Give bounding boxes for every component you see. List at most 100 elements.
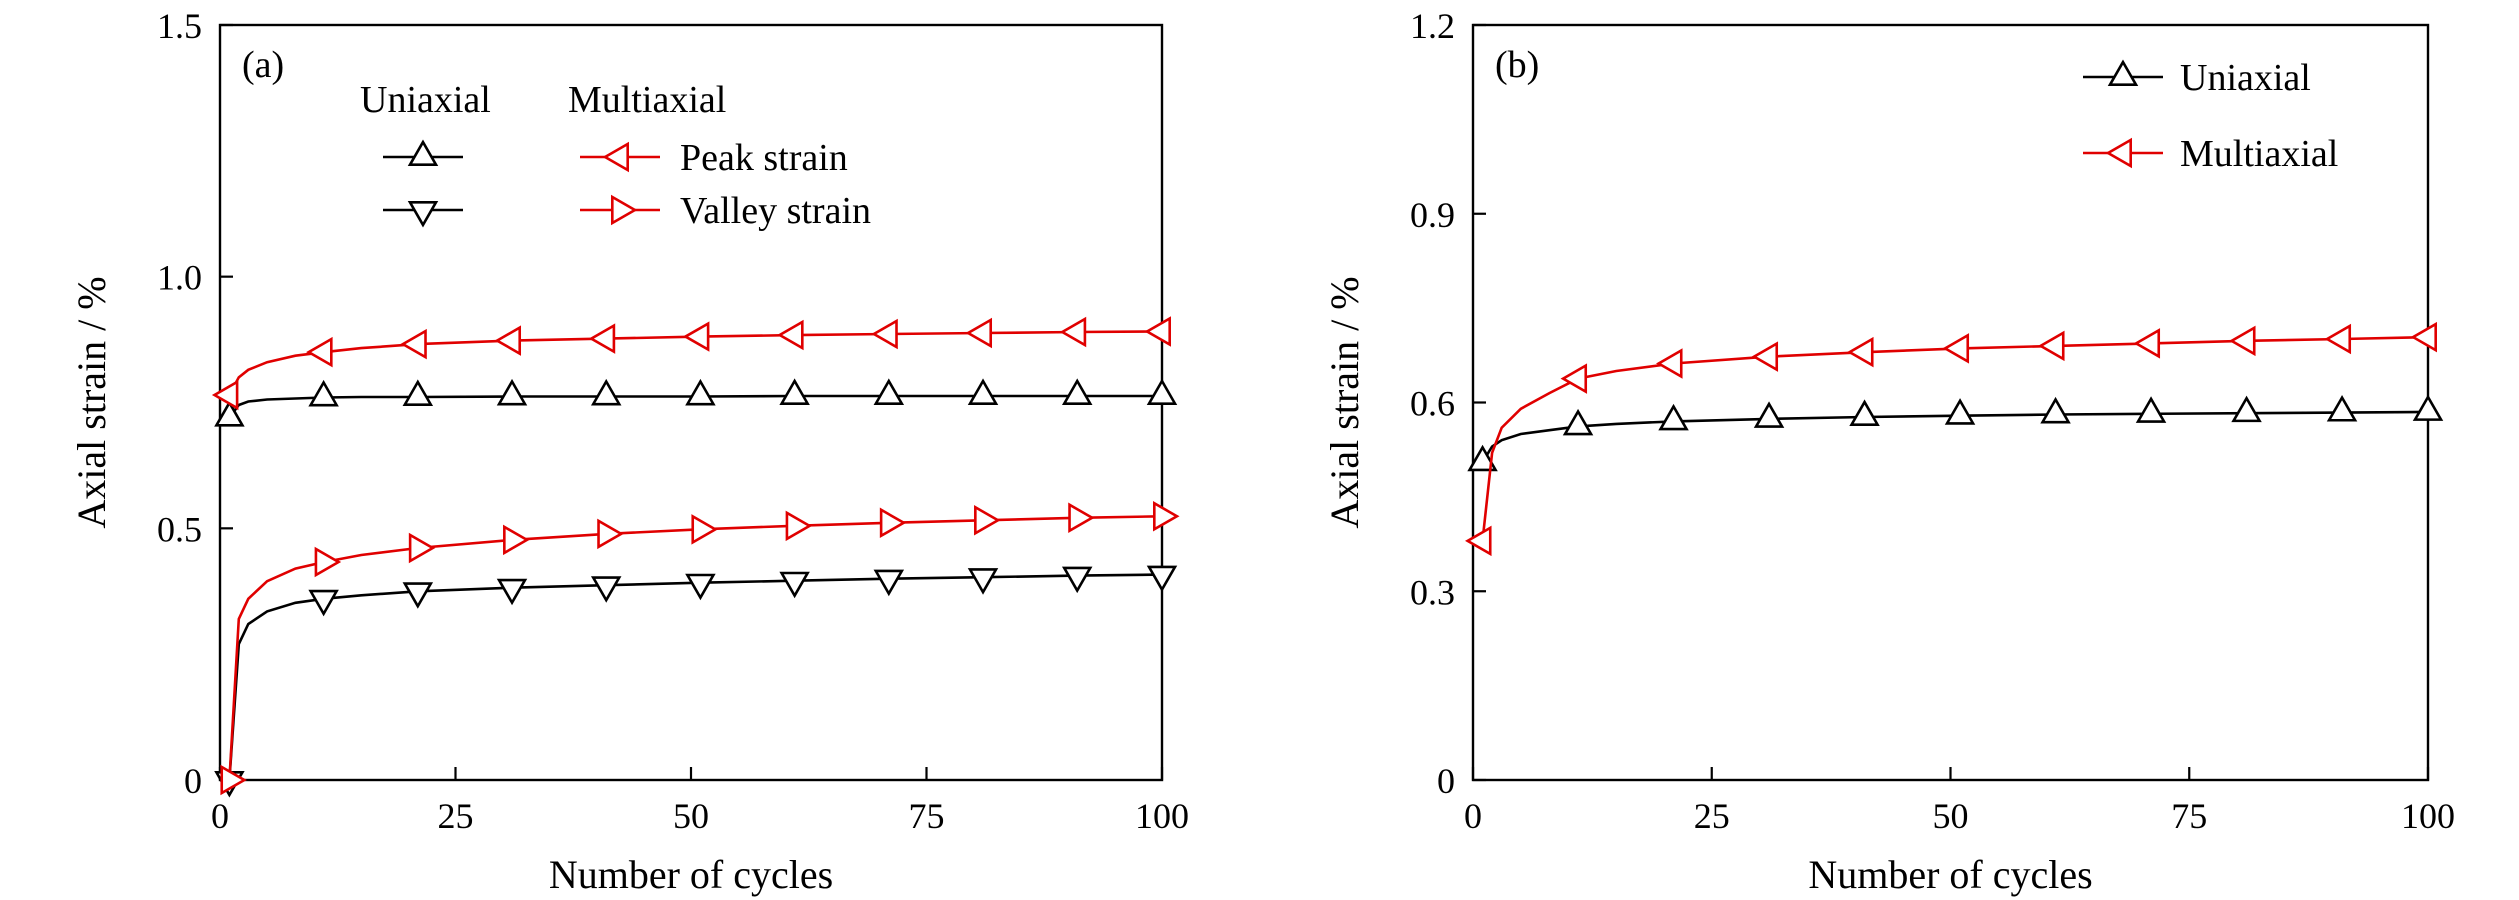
data-point [211, 379, 239, 411]
data-point [1059, 316, 1087, 348]
y-tick-label: 0.5 [157, 509, 202, 549]
legend: Uniaxial Multiaxial Peak strain Valley stra… [360, 79, 871, 232]
y-tick-label: 1.2 [1410, 6, 1455, 46]
data-point [1146, 565, 1178, 593]
data-point [871, 318, 898, 350]
series-line [228, 573, 1163, 781]
x-tick-label: 100 [1135, 796, 1189, 836]
x-axis-title: Number of cycles [1808, 852, 2092, 897]
data-point [785, 510, 813, 542]
data-point [879, 507, 907, 539]
y-tick-label: 0.6 [1410, 384, 1455, 424]
data-point [1658, 403, 1689, 431]
data-point [967, 568, 999, 595]
data-point [1061, 378, 1093, 405]
y-tick-label: 0.9 [1410, 195, 1455, 235]
series-line [228, 330, 1163, 396]
data-point [685, 378, 716, 406]
series-line [1481, 335, 2429, 542]
series-1 [214, 565, 1178, 798]
legend-label: Valley strain [680, 190, 871, 232]
data-point [1467, 444, 1498, 472]
data-point [1944, 398, 1976, 425]
data-point [1751, 341, 1779, 372]
legend-header-uniaxial: Uniaxial [360, 79, 491, 121]
legend-marker [2107, 59, 2139, 86]
data-point [220, 764, 247, 796]
data-point [777, 319, 804, 351]
y-tick-label: 0 [1437, 761, 1455, 801]
data-point [1753, 401, 1785, 428]
x-tick-label: 100 [2401, 796, 2455, 836]
y-tick-label: 0 [184, 761, 202, 801]
data-point [779, 571, 810, 599]
data-point [967, 378, 999, 405]
data-point [1847, 336, 1874, 368]
x-tick-label: 75 [2171, 796, 2207, 836]
data-point [1061, 566, 1093, 594]
data-point [2229, 325, 2256, 357]
data-point [2038, 330, 2065, 362]
data-point [306, 336, 333, 368]
data-point [308, 379, 339, 407]
legend-marker [407, 201, 439, 228]
panel-a: 0 25 50 75 100 0 0.5 1.0 1.5 Number of cycles Axia… [69, 6, 1189, 897]
legend-label: Uniaxial [2180, 57, 2311, 99]
y-tick-label: 1.0 [157, 258, 202, 298]
x-tick-label: 75 [909, 796, 945, 836]
data-point [682, 321, 710, 352]
legend-marker [611, 194, 638, 226]
data-point [1153, 501, 1180, 532]
data-point [965, 317, 993, 349]
x-tick-label: 0 [211, 796, 229, 836]
series-0 [214, 378, 1178, 427]
legend-label: Peak strain [680, 137, 848, 179]
data-point [685, 573, 716, 601]
data-point [2231, 395, 2262, 423]
data-point [503, 524, 530, 556]
data-point [400, 328, 427, 360]
legend-label: Multiaxial [2180, 133, 2338, 175]
y-tick-label: 0.3 [1410, 572, 1455, 612]
data-point [1144, 316, 1171, 347]
data-point [1656, 348, 1683, 379]
x-tick-label: 25 [1694, 796, 1730, 836]
data-point [590, 378, 622, 406]
x-axis-title: Number of cycles [549, 852, 833, 897]
series-line [1481, 410, 2429, 463]
x-tick-label: 50 [1933, 796, 1969, 836]
data-point [2324, 323, 2352, 355]
data-point [590, 576, 622, 603]
series-0 [1467, 394, 2444, 472]
data-point [214, 400, 245, 427]
x-tick-label: 0 [1464, 796, 1482, 836]
panel-label: (a) [242, 44, 284, 86]
panel-b: 0 25 50 75 100 0 0.3 0.6 0.9 1.2 Number of cycles A… [1322, 6, 2455, 897]
y-axis-title: Axial strain / % [69, 276, 114, 528]
data-point [1942, 333, 1970, 364]
data-point [974, 505, 1001, 536]
data-point [496, 378, 528, 406]
legend-marker [407, 139, 439, 166]
data-point [408, 532, 436, 564]
series-line [228, 394, 1162, 419]
data-point [2326, 395, 2358, 422]
data-point [1849, 399, 1880, 426]
x-tick-label: 25 [438, 796, 474, 836]
data-point [2133, 328, 2161, 359]
x-tick-label: 50 [673, 796, 709, 836]
data-point [1465, 525, 1492, 557]
data-point [1146, 378, 1178, 405]
series-3 [220, 501, 1180, 796]
data-point [402, 379, 434, 406]
data-point [494, 325, 522, 356]
data-point [691, 514, 718, 545]
panel-label: (b) [1495, 44, 1539, 86]
data-point [1560, 363, 1588, 394]
y-tick-label: 1.5 [157, 6, 202, 46]
data-point [597, 518, 624, 550]
data-point [588, 323, 616, 354]
data-point [402, 582, 434, 609]
data-point [2135, 396, 2167, 423]
